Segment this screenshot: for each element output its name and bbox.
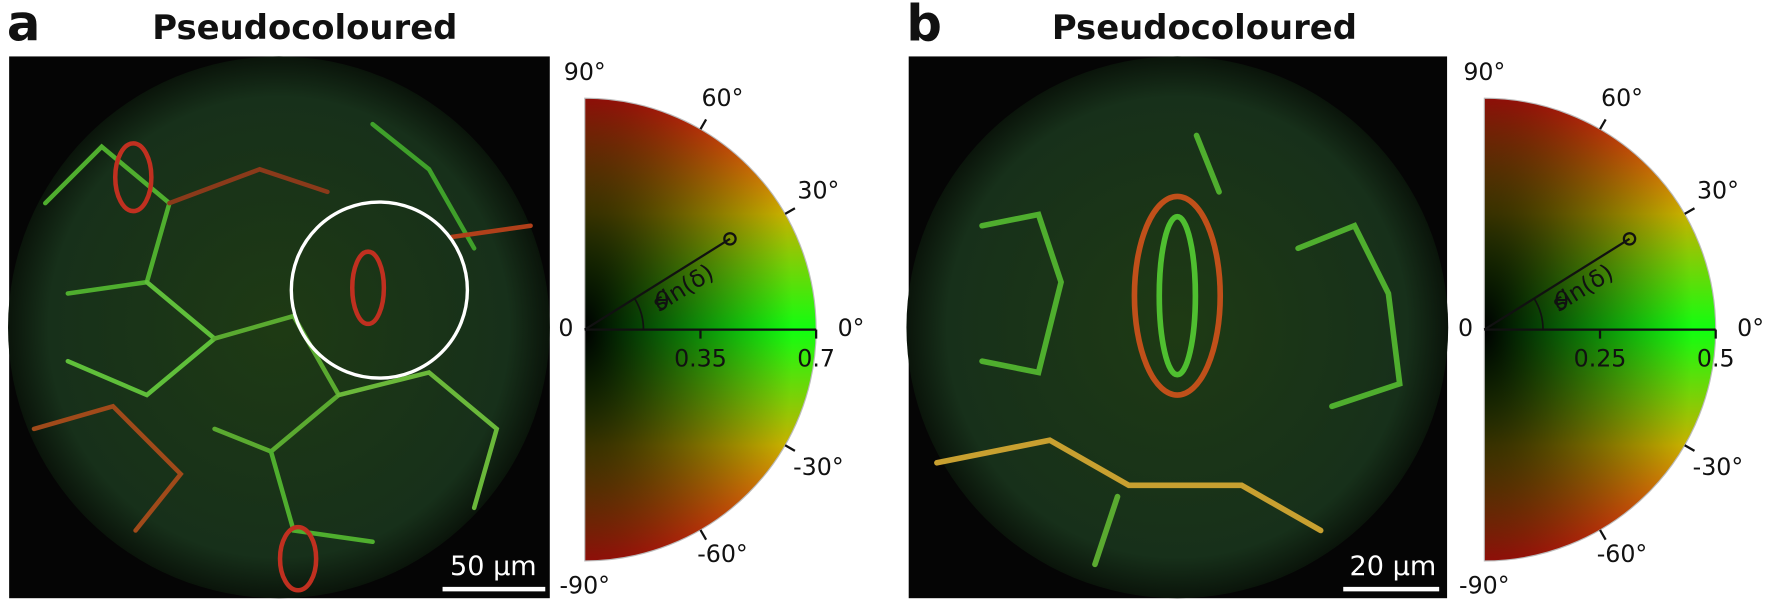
angle-label: -90° — [1459, 571, 1510, 599]
angle-label: 60° — [1601, 84, 1643, 112]
angle-label: 90° — [564, 58, 606, 86]
angle-tick — [784, 207, 796, 215]
angle-tick — [1599, 529, 1607, 541]
scale-bar-label: 20 µm — [1350, 551, 1437, 582]
angle-label: -60° — [1597, 540, 1648, 568]
angle-label: -60° — [697, 540, 748, 568]
panel-letter: a — [7, 0, 41, 53]
radial-tick-label: 0.7 — [797, 345, 835, 373]
scale-bar-label: 50 µm — [450, 551, 537, 582]
radius-end — [723, 232, 737, 246]
angle-label: 30° — [797, 176, 839, 204]
angle-label: 0° — [838, 314, 865, 342]
panel-letter: b — [906, 0, 942, 53]
angle-tick — [1599, 118, 1607, 130]
panel-title: Pseudocoloured — [152, 8, 457, 47]
angle-tick — [1684, 207, 1696, 215]
angle-label: -30° — [793, 453, 844, 481]
radial-tick-label: 0.25 — [1574, 345, 1627, 373]
radius-line — [1483, 237, 1631, 331]
angle-tick — [699, 118, 708, 130]
angle-label: 90° — [1463, 58, 1505, 86]
radial-tick-label: 0.35 — [674, 345, 727, 373]
angle-symbol: θ — [655, 287, 670, 315]
angle-label: 0° — [1737, 314, 1764, 342]
angle-label: -90° — [559, 571, 610, 599]
angle-symbol: θ — [1554, 287, 1569, 315]
angle-tick — [784, 444, 796, 452]
angle-arc — [633, 298, 645, 330]
angle-label: -30° — [1693, 453, 1744, 481]
panel-title: Pseudocoloured — [1052, 8, 1357, 47]
angle-tick — [1684, 444, 1696, 452]
origin-label: 0 — [558, 314, 573, 342]
angle-arc — [1533, 298, 1544, 330]
angle-label: 60° — [701, 84, 743, 112]
radial-tick-label: 0.5 — [1697, 345, 1735, 373]
radius-end — [1622, 232, 1637, 246]
origin-label: 0 — [1458, 314, 1473, 342]
angle-label: 30° — [1697, 176, 1739, 204]
micrograph-a — [8, 56, 550, 599]
micrograph-b — [906, 56, 1449, 599]
angle-tick — [699, 529, 708, 541]
radius-line — [584, 237, 731, 331]
